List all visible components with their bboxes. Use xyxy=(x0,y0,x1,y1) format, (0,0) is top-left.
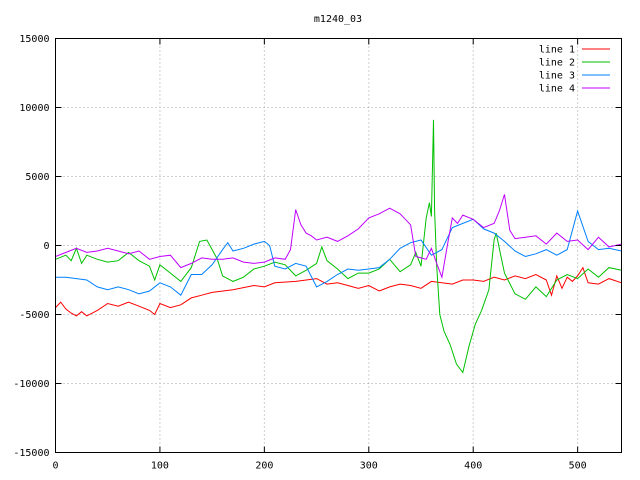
series-line-4 xyxy=(55,194,622,280)
plot-area xyxy=(55,119,622,374)
y-tick-label: -10000 xyxy=(13,379,49,390)
legend-label: line 2 xyxy=(539,58,575,69)
legend-label: line 4 xyxy=(539,84,575,95)
axes: 0 100 200 300 400 500 -15000 -10000 -5000 0 5000 10… xyxy=(13,34,622,472)
y-tick-label: 0 xyxy=(43,241,49,252)
x-tick-label: 300 xyxy=(360,461,378,472)
y-tick-label: 5000 xyxy=(25,172,49,183)
series-line-3 xyxy=(55,209,622,296)
series-line-1 xyxy=(55,266,622,317)
grid xyxy=(55,38,622,453)
x-tick-label: 500 xyxy=(569,461,587,472)
x-tick-label: 100 xyxy=(151,461,169,472)
series-line-2 xyxy=(55,119,622,374)
legend-label: line 3 xyxy=(539,71,575,82)
chart-title: m1240_03 xyxy=(314,14,362,25)
y-tick-label: 15000 xyxy=(19,34,49,45)
x-tick-label: 200 xyxy=(255,461,273,472)
x-tick-label: 400 xyxy=(464,461,482,472)
legend-label: line 1 xyxy=(539,45,575,56)
legend: line 1 line 2 line 3 line 4 xyxy=(539,45,610,95)
y-tick-label: -5000 xyxy=(19,310,49,321)
y-tick-label: 10000 xyxy=(19,103,49,114)
y-tick-label: -15000 xyxy=(13,448,49,459)
x-tick-label: 0 xyxy=(52,461,58,472)
